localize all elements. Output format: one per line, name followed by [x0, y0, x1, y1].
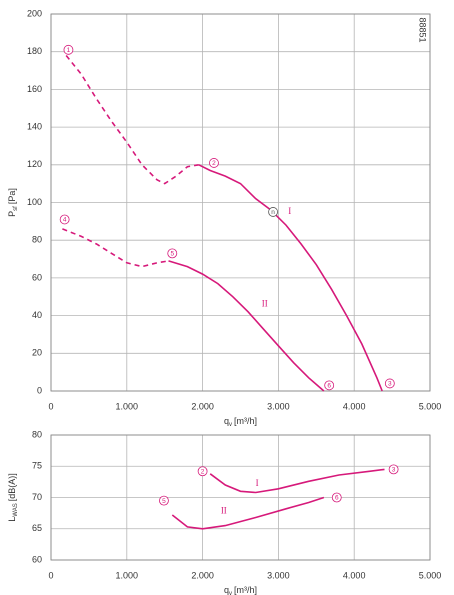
point-marker: [384, 378, 395, 389]
y-tick-label: 70: [32, 492, 42, 502]
y-axis-label: LWAS [dB(A)]: [7, 473, 18, 521]
y-label-main: P: [7, 211, 17, 217]
point-marker: [159, 495, 169, 506]
x-tick-label: 2.000: [191, 401, 214, 411]
point-label: 2: [201, 468, 205, 475]
x-axis-label: qv [m³/h]: [224, 585, 257, 595]
point-label: 6: [335, 495, 339, 502]
y-label-unit: [dB(A)]: [7, 473, 17, 501]
curve: [65, 54, 199, 185]
point-marker: [324, 380, 335, 391]
x-tick-label: 0: [48, 570, 53, 580]
y-tick-label: 0: [37, 385, 42, 395]
point-label: 1: [67, 47, 71, 54]
curve: [62, 228, 169, 268]
point-marker: [331, 492, 342, 503]
y-axis-label: Psf [Pa]: [7, 188, 18, 217]
point-label: 2: [212, 160, 216, 167]
x-tick-label: 1.000: [116, 570, 139, 580]
point-label: 5: [170, 251, 174, 258]
y-tick-label: 65: [32, 523, 42, 533]
curve-label: II: [221, 505, 227, 515]
y-tick-label: 60: [32, 272, 42, 282]
y-tick-label: 20: [32, 348, 42, 358]
y-label-main: L: [7, 517, 17, 522]
x-axis-label: qv [m³/h]: [224, 416, 257, 427]
x-tick-label: 3.000: [267, 401, 290, 411]
point-marker: [197, 466, 208, 477]
point-label: 3: [392, 467, 396, 474]
y-tick-label: 60: [32, 554, 42, 564]
x-tick-label: 2.000: [191, 570, 214, 580]
curve-label: I: [256, 478, 259, 488]
x-label-main: q: [224, 585, 229, 595]
point-label: 3: [388, 381, 392, 388]
plot-frame: [50, 13, 431, 392]
x-tick-label: 3.000: [267, 570, 290, 580]
figure-code: 88851: [418, 17, 428, 42]
x-tick-label: 5.000: [419, 570, 442, 580]
y-tick-label: 40: [32, 310, 42, 320]
y-tick-label: 160: [27, 84, 42, 94]
y-tick-label: 180: [27, 46, 42, 56]
x-tick-label: 4.000: [343, 570, 366, 580]
y-label-unit: [Pa]: [7, 188, 17, 204]
y-tick-label: 120: [27, 159, 42, 169]
curve: [209, 468, 385, 494]
plot-frame: [50, 434, 431, 561]
point-marker: [63, 44, 74, 55]
point-label: 6: [327, 383, 331, 390]
point-marker: [167, 248, 178, 259]
point-label: 5: [162, 498, 166, 505]
x-label-unit: [m³/h]: [234, 416, 257, 426]
y-tick-label: 80: [32, 429, 42, 439]
point-label: 4: [63, 217, 67, 224]
curve-label: I: [288, 206, 291, 216]
point-marker: [388, 464, 399, 475]
y-tick-label: 200: [27, 8, 42, 18]
x-label-unit: [m³/h]: [234, 585, 257, 595]
curve: [171, 496, 325, 530]
point-marker: [59, 214, 70, 225]
x-label-main: q: [224, 416, 229, 426]
y-tick-label: 140: [27, 121, 42, 131]
point-marker: [209, 158, 219, 168]
point-label: n: [271, 209, 275, 216]
x-tick-label: 5.000: [419, 401, 442, 411]
y-tick-label: 80: [32, 235, 42, 245]
curve: [168, 260, 325, 392]
x-tick-label: 4.000: [343, 401, 366, 411]
x-tick-label: 1.000: [116, 401, 139, 411]
x-tick-label: 0: [48, 401, 53, 411]
x-label-sub: v: [229, 591, 232, 595]
point-marker: [268, 207, 278, 217]
x-label-sub: v: [229, 422, 232, 428]
curve: [198, 164, 383, 392]
y-tick-label: 75: [32, 461, 42, 471]
y-label-sub: WAS: [13, 503, 19, 516]
y-tick-label: 100: [27, 197, 42, 207]
curve-label: II: [262, 298, 268, 308]
y-label-sub: sf: [13, 206, 19, 211]
